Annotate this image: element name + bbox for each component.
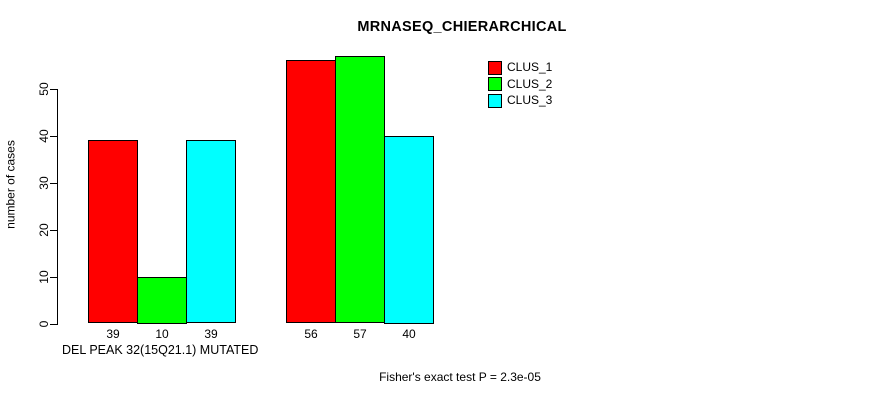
- stat-annotation: Fisher's exact test P = 2.3e-05: [379, 370, 541, 384]
- y-tick-mark: [50, 182, 57, 184]
- bar-clus_1-group2: [286, 60, 336, 324]
- legend-swatch-clus-2: [488, 77, 502, 91]
- y-tick-label: 30: [37, 176, 51, 190]
- legend-label: CLUS_3: [507, 93, 553, 107]
- bar-clus_3-group1: [186, 140, 236, 324]
- legend-label: CLUS_1: [507, 60, 553, 74]
- y-tick-mark: [50, 276, 57, 278]
- bar-clus_1-group1: [88, 140, 138, 324]
- bar-clus_2-group1: [137, 276, 187, 324]
- bar-value-label: 57: [353, 327, 367, 341]
- y-tick-label: 0: [37, 320, 51, 328]
- y-tick-label: 40: [37, 129, 51, 143]
- y-tick-mark: [50, 135, 57, 137]
- y-tick-mark: [50, 323, 57, 325]
- legend-item: CLUS_2: [488, 76, 553, 91]
- legend-swatch-clus-1: [488, 60, 502, 75]
- y-tick-label: 20: [37, 223, 51, 237]
- bar-value-label: 10: [155, 327, 169, 341]
- y-axis-label: number of cases: [3, 140, 18, 229]
- y-tick-mark: [50, 229, 57, 231]
- bar-value-label: 39: [204, 327, 218, 341]
- bar-value-label: 56: [304, 327, 318, 341]
- chart-title: MRNASEQ_CHIERARCHICAL: [357, 19, 567, 35]
- y-tick-label: 10: [37, 270, 51, 284]
- y-tick-label: 50: [37, 82, 51, 96]
- legend-swatch-clus-3: [488, 93, 502, 108]
- x-axis-label: DEL PEAK 32(15Q21.1) MUTATED: [62, 343, 259, 357]
- bar-clus_2-group2: [335, 55, 385, 324]
- bar-value-label: 39: [106, 327, 120, 341]
- legend-item: CLUS_3: [488, 93, 553, 108]
- bar-clus_3-group2: [384, 135, 434, 324]
- bar-value-label: 40: [402, 327, 416, 341]
- y-tick-mark: [50, 88, 57, 90]
- legend-item: CLUS_1: [488, 60, 553, 75]
- legend: CLUS_1 CLUS_2 CLUS_3: [488, 60, 553, 111]
- y-axis-line: [57, 88, 58, 325]
- legend-label: CLUS_2: [507, 76, 553, 91]
